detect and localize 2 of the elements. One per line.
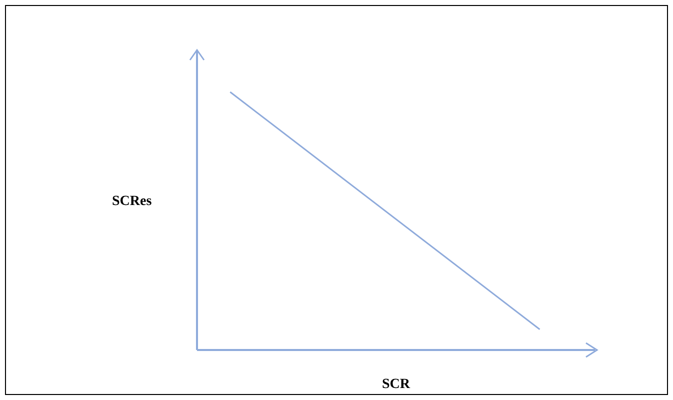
y-axis-title: SCRes — [112, 194, 152, 209]
x-axis-title: SCR — [382, 377, 411, 392]
